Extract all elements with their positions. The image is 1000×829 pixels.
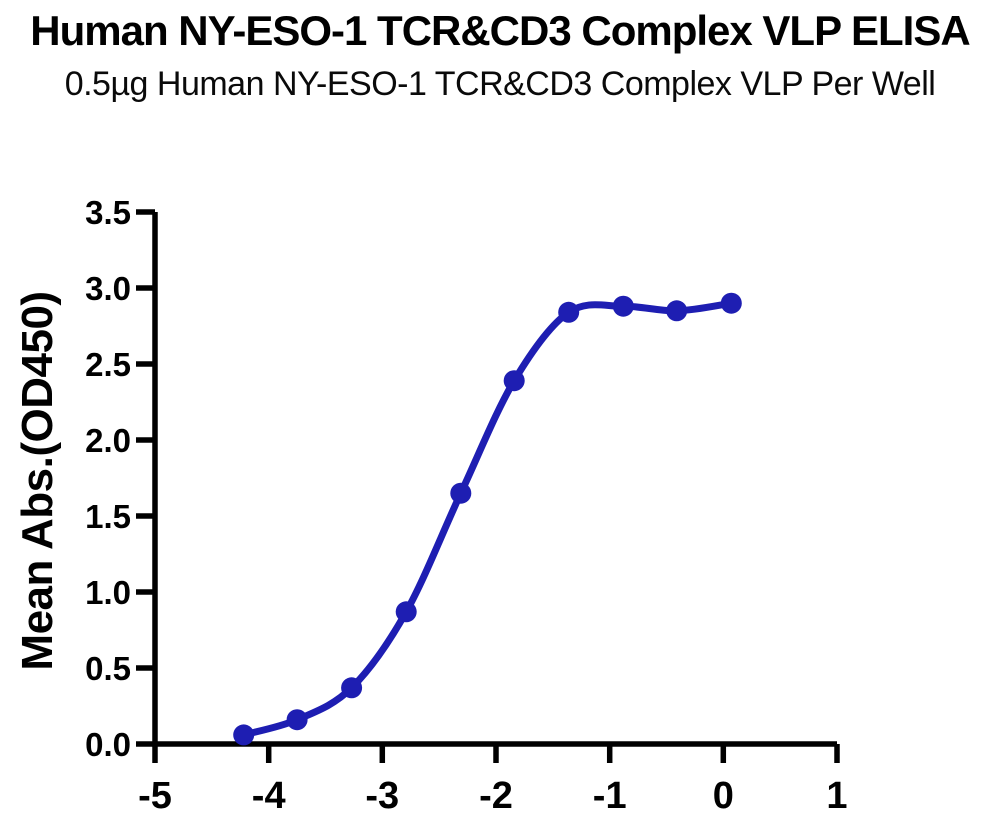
data-point xyxy=(233,724,255,746)
data-point xyxy=(503,370,525,392)
x-tick-label: 1 xyxy=(826,775,847,817)
x-tick-label: -1 xyxy=(593,775,627,817)
data-point xyxy=(720,292,742,314)
y-axis-title: Mean Abs.(OD450) xyxy=(13,291,62,670)
x-tick-label: 0 xyxy=(713,775,734,817)
y-tick-label: 3.5 xyxy=(85,194,131,231)
data-point xyxy=(612,295,634,317)
figure-subtitle: 0.5µg Human NY-ESO-1 TCR&CD3 Complex VLP… xyxy=(64,65,936,103)
y-tick-label: 0.5 xyxy=(85,650,131,687)
x-tick-label: -5 xyxy=(138,775,172,817)
axes xyxy=(152,212,837,747)
axis-lines xyxy=(152,212,837,747)
data-point xyxy=(395,601,417,623)
y-tick-label: 0.0 xyxy=(85,726,131,763)
figure-title: Human NY-ESO-1 TCR&CD3 Complex VLP ELISA xyxy=(30,7,970,54)
data-point xyxy=(341,677,363,699)
x-tick-label: -3 xyxy=(365,775,399,817)
y-tick-label: 2.0 xyxy=(85,422,131,459)
tick-marks xyxy=(136,209,840,763)
data-point xyxy=(286,709,308,731)
x-tick-label: -2 xyxy=(479,775,513,817)
data-series xyxy=(233,292,742,746)
x-tick-label: -4 xyxy=(252,775,286,817)
data-point xyxy=(558,301,580,323)
y-tick-label: 2.5 xyxy=(85,346,131,383)
fit-curve xyxy=(240,299,735,739)
y-tick-label: 1.5 xyxy=(85,498,131,535)
y-tick-label: 3.0 xyxy=(85,270,131,307)
y-tick-label: 1.0 xyxy=(85,574,131,611)
data-point xyxy=(450,482,472,504)
data-point xyxy=(666,300,688,322)
tick-labels: 0.0 0.5 1.0 1.5 2.0 2.5 3.0 3.5 -5 -4 -3 -2 -1 0 1 xyxy=(85,194,847,817)
